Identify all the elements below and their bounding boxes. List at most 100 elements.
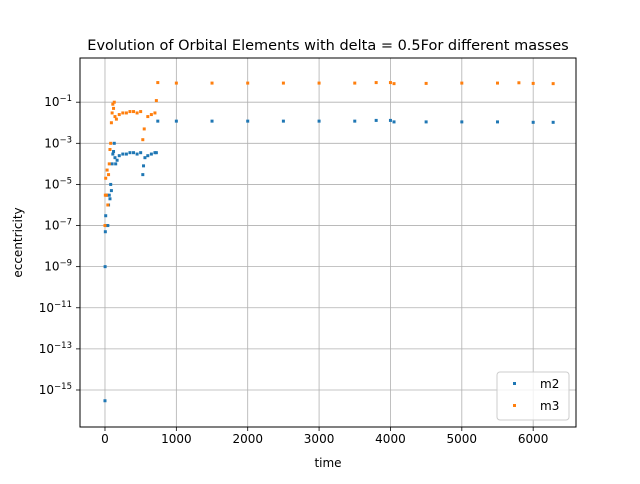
data-point-m3 [141,138,145,142]
y-tick-base: 10 [39,301,54,315]
data-point-m3 [531,81,535,85]
y-tick-base: 10 [39,383,54,397]
data-point-m3 [112,106,116,110]
data-point-m2 [210,119,214,123]
y-tick-label: 10−11 [39,300,72,315]
x-tick-label: 5000 [447,432,478,446]
data-point-m2 [460,120,464,124]
plot-frame [79,57,577,428]
data-point-m3 [112,100,116,104]
data-point-m3 [105,168,109,172]
y-tick-exponent: −3 [59,135,72,145]
data-point-m3 [107,162,111,166]
series-markers [103,81,555,403]
data-point-m2 [142,164,146,168]
data-point-m2 [110,162,114,166]
data-point-m3 [117,113,121,117]
data-point-m2 [121,152,125,156]
legend-marker-m3 [513,404,516,407]
data-point-m3 [108,148,112,151]
y-tick-label: 10−5 [44,176,72,191]
legend-marker-m2 [513,382,516,385]
data-point-m3 [517,81,521,85]
data-point-m2 [156,119,160,123]
legend: m2 m3 [496,371,570,421]
data-point-m3 [149,113,153,117]
data-point-m3 [104,193,108,197]
data-point-m3 [496,81,499,85]
data-point-m3 [317,81,321,85]
data-point-m3 [388,81,392,85]
data-point-m2 [374,118,378,122]
data-point-m2 [132,151,136,155]
data-point-m2 [551,120,555,124]
series-m3 [103,81,555,228]
y-tick-exponent: −1 [59,94,72,104]
data-point-m3 [392,82,396,86]
data-point-m2 [112,141,116,145]
data-point-m2 [111,152,115,156]
data-point-m2 [108,197,112,201]
data-point-m3 [142,127,146,131]
data-point-m2 [114,162,118,166]
data-point-m2 [392,120,396,124]
y-tick-exponent: −7 [59,218,72,228]
data-point-m2 [112,149,116,153]
data-point-m2 [104,214,108,218]
data-point-m3 [246,81,250,85]
data-point-m3 [109,141,113,145]
data-point-m3 [109,121,113,125]
chart-title: Evolution of Orbital Elements with delta… [87,38,568,54]
data-point-m2 [424,120,428,124]
data-point-m3 [353,81,357,85]
y-tick-base: 10 [39,342,54,356]
data-point-m2 [143,156,147,160]
series-m2 [103,118,555,403]
grid-lines [80,58,576,427]
data-point-m3 [128,110,132,114]
data-point-m2 [109,182,113,186]
data-point-m3 [107,173,111,177]
data-point-m2 [496,120,499,124]
y-tick-exponent: −11 [54,300,72,310]
data-point-m3 [551,82,555,86]
data-point-m3 [110,111,114,115]
data-point-m2 [115,158,119,162]
y-tick-base: 10 [44,260,59,274]
data-point-m2 [149,152,153,156]
y-tick-base: 10 [44,219,59,233]
data-point-m3 [104,176,108,180]
y-tick-label: 10−9 [44,259,72,274]
axis-ticks: 0 1000 2000 3000 4000 5000 600010−1510−1310−11… [39,94,549,446]
data-point-m3 [281,81,285,85]
y-tick-exponent: −15 [54,382,72,392]
y-tick-exponent: −9 [59,259,72,269]
data-point-m2 [154,151,158,155]
x-tick-label: 3000 [304,432,335,446]
y-tick-label: 10−3 [44,135,72,150]
data-point-m3 [146,115,150,119]
legend-label-m2: m2 [540,377,559,391]
data-point-m3 [139,110,143,114]
data-point-m3 [121,111,125,115]
data-point-m3 [132,110,136,114]
data-point-m2 [109,189,113,193]
y-tick-label: 10−15 [39,382,72,397]
data-point-m2 [531,120,535,124]
data-point-m3 [174,81,178,85]
data-point-m2 [128,151,132,155]
data-point-m2 [103,230,107,234]
x-tick-label: 4000 [375,432,406,446]
data-point-m3 [424,81,428,85]
data-point-m2 [317,119,321,123]
data-point-m2 [107,193,111,197]
y-tick-exponent: −5 [59,176,72,186]
y-tick-base: 10 [44,177,59,191]
y-tick-label: 10−1 [44,94,72,109]
y-tick-base: 10 [44,95,59,109]
data-point-m3 [153,111,157,115]
x-tick-label: 2000 [232,432,263,446]
data-point-m3 [113,115,117,119]
